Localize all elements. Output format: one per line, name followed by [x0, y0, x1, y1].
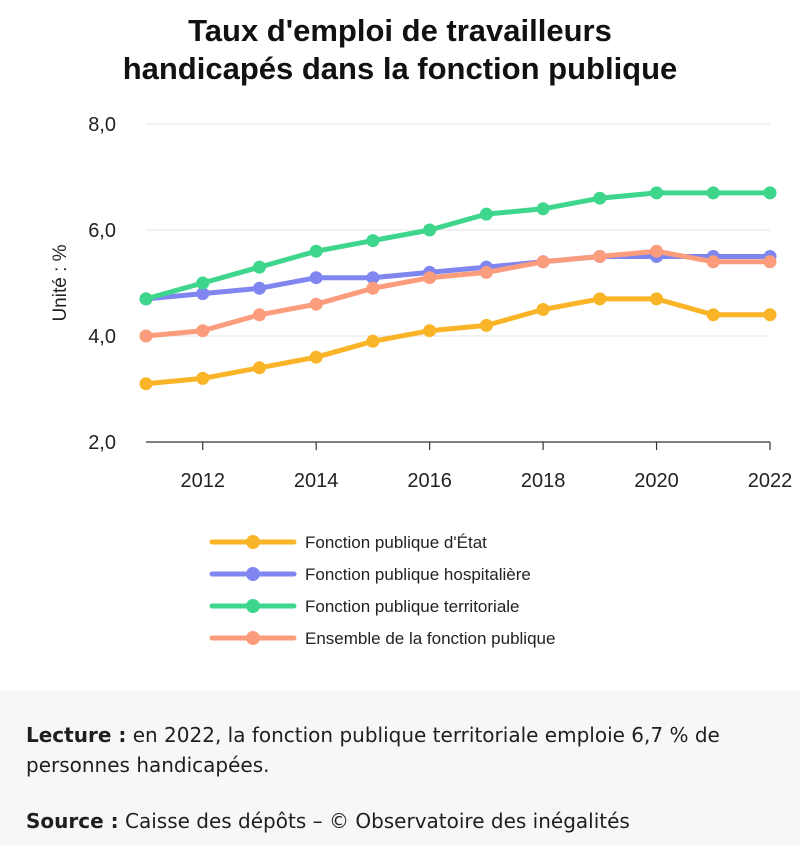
legend-label: Fonction publique hospitalière	[305, 565, 531, 584]
data-point	[763, 255, 777, 269]
series-layer	[139, 186, 777, 391]
data-point	[706, 308, 720, 322]
legend-label: Fonction publique d'État	[305, 533, 487, 552]
legend: Fonction publique d'État Fonction publiqu…	[209, 533, 555, 648]
x-tick-label: 2012	[180, 470, 225, 492]
data-point	[196, 324, 210, 338]
line-chart: 2,0 4,0 6,0 8,0 2012 2014 2016 2018 2020 2022 Fon…	[50, 114, 792, 648]
data-point	[479, 318, 493, 332]
x-tick-label: 2018	[521, 470, 566, 492]
legend-item: Fonction publique d'État	[209, 533, 487, 552]
data-point	[763, 308, 777, 322]
x-tick-label: 2014	[294, 470, 339, 492]
legend-swatch-marker	[246, 535, 260, 549]
data-point	[309, 350, 323, 364]
series	[139, 244, 777, 343]
data-point	[706, 186, 720, 200]
series-line	[143, 296, 773, 387]
data-point	[196, 276, 210, 290]
data-point	[139, 377, 153, 391]
data-point	[366, 271, 380, 285]
source-label: Source :	[26, 809, 119, 833]
x-tick-label: 2022	[748, 470, 793, 492]
reading-label: Lecture :	[26, 723, 127, 747]
data-point	[366, 334, 380, 348]
y-tick-label: 2,0	[88, 432, 116, 454]
legend-label: Fonction publique territoriale	[305, 597, 520, 616]
reading-note: Lecture : en 2022, la fonction publique …	[26, 720, 776, 780]
data-point	[479, 207, 493, 221]
data-point	[650, 244, 664, 258]
data-point	[139, 292, 153, 306]
legend-swatch-marker	[246, 631, 260, 645]
source-note: Source : Caisse des dépôts – © Observato…	[26, 806, 776, 836]
data-point	[252, 308, 266, 322]
data-point	[309, 244, 323, 258]
source-text: Caisse des dépôts – © Observatoire des i…	[118, 809, 630, 833]
series	[139, 250, 777, 306]
data-point	[423, 223, 437, 237]
series	[139, 186, 777, 306]
data-point	[650, 186, 664, 200]
data-point	[196, 287, 210, 301]
data-point	[593, 250, 607, 263]
data-point	[196, 371, 210, 385]
data-point	[423, 324, 437, 338]
data-point	[252, 361, 266, 375]
grid-layer	[146, 123, 770, 443]
data-point	[309, 271, 323, 285]
data-point	[252, 281, 266, 295]
legend-item: Fonction publique hospitalière	[209, 565, 531, 584]
legend-swatch-marker	[246, 567, 260, 581]
series-line	[143, 254, 773, 302]
data-point	[536, 255, 550, 269]
chart-title-line-2: handicapés dans la fonction publique	[122, 51, 678, 86]
data-point	[650, 292, 664, 306]
y-tick-label: 8,0	[88, 114, 116, 136]
data-point	[423, 271, 437, 285]
axis-layer: 2,0 4,0 6,0 8,0 2012 2014 2016 2018 2020 2022	[88, 114, 792, 492]
x-tick-label: 2016	[407, 470, 452, 492]
legend-item: Ensemble de la fonction publique	[209, 629, 555, 648]
series	[139, 292, 777, 391]
data-point	[366, 281, 380, 295]
y-tick-label: 6,0	[88, 220, 116, 242]
data-point	[536, 202, 550, 216]
y-axis-title: Unité : %	[50, 244, 71, 321]
chart-title-line-1: Taux d'emploi de travailleurs	[188, 13, 612, 48]
data-point	[309, 297, 323, 311]
data-point	[593, 292, 607, 306]
series-line	[143, 190, 773, 302]
data-point	[366, 234, 380, 248]
series-line	[143, 248, 773, 339]
data-point	[536, 303, 550, 316]
data-point	[139, 329, 153, 343]
data-point	[479, 265, 493, 279]
data-point	[593, 191, 607, 205]
data-point	[706, 255, 720, 269]
legend-swatch-marker	[246, 599, 260, 613]
data-point	[252, 260, 266, 274]
legend-label: Ensemble de la fonction publique	[305, 629, 555, 648]
chart-title: Taux d'emploi de travailleurs handicapés…	[0, 12, 800, 88]
data-point	[763, 186, 777, 200]
chart-notes: Lecture : en 2022, la fonction publique …	[26, 720, 776, 836]
reading-text: en 2022, la fonction publique territoria…	[26, 723, 720, 777]
legend-item: Fonction publique territoriale	[209, 597, 520, 616]
y-tick-label: 4,0	[88, 326, 116, 348]
chart-card: 2,0 4,0 6,0 8,0 2012 2014 2016 2018 2020 2022 Fon…	[0, 12, 800, 648]
x-tick-label: 2020	[634, 470, 679, 492]
